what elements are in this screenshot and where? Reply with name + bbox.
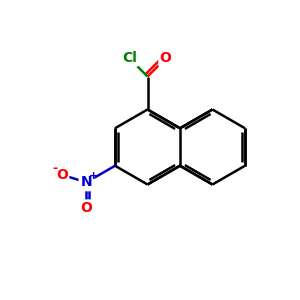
Text: O: O (160, 52, 172, 65)
Text: -: - (52, 162, 57, 175)
Text: Cl: Cl (122, 52, 137, 65)
Text: O: O (56, 168, 68, 182)
Text: O: O (80, 201, 92, 215)
Text: +: + (88, 171, 98, 181)
Text: N: N (81, 175, 92, 189)
